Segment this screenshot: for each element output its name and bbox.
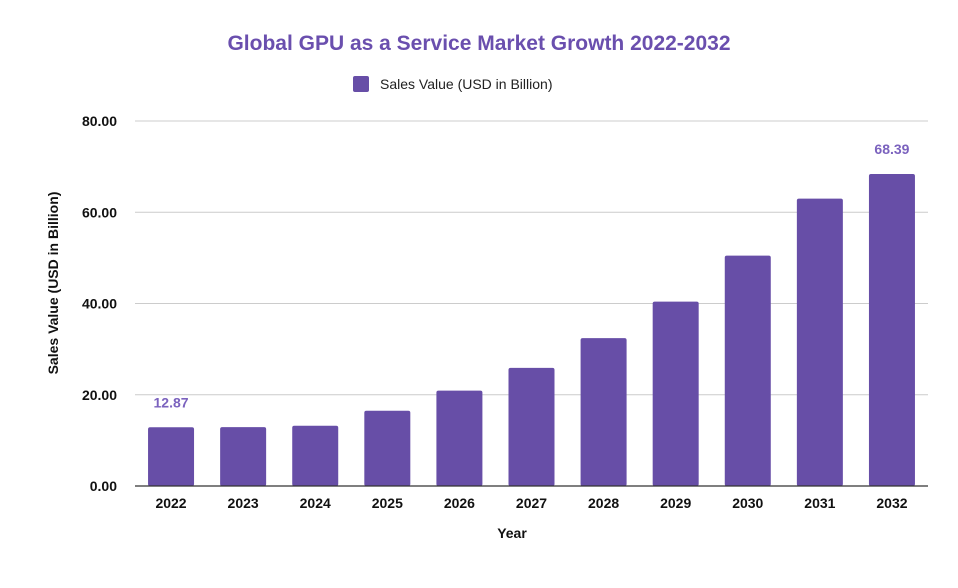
data-label-2032: 68.39 — [874, 141, 909, 157]
data-labels: 12.87 68.39 — [154, 141, 910, 410]
bar-2023 — [220, 427, 267, 486]
legend: Sales Value (USD in Billion) — [353, 76, 552, 92]
x-tick-label: 2032 — [876, 495, 907, 511]
x-axis-ticks: 2022 2023 2024 2025 2026 2027 2028 2029 2030 2031… — [155, 495, 907, 511]
x-tick-label: 2023 — [228, 495, 259, 511]
bar-2032 — [868, 173, 915, 486]
y-axis-ticks: 0.00 20.00 40.00 60.00 80.00 — [82, 113, 117, 494]
x-tick-label: 2022 — [155, 495, 186, 511]
x-axis-title: Year — [497, 525, 527, 541]
x-tick-label: 2029 — [660, 495, 691, 511]
legend-swatch — [353, 76, 369, 92]
chart-title: Global GPU as a Service Market Growth 20… — [227, 32, 730, 55]
bar-2024 — [292, 425, 339, 486]
bar-2026 — [436, 390, 483, 486]
x-tick-label: 2025 — [372, 495, 403, 511]
y-tick-label: 40.00 — [82, 296, 117, 312]
y-tick-label: 60.00 — [82, 204, 117, 220]
bar-2030 — [724, 255, 771, 486]
x-tick-label: 2027 — [516, 495, 547, 511]
bar-2031 — [796, 198, 843, 486]
y-tick-label: 80.00 — [82, 113, 117, 129]
x-tick-label: 2030 — [732, 495, 763, 511]
bar-2025 — [364, 410, 411, 486]
y-axis-title: Sales Value (USD in Billion) — [45, 192, 61, 375]
bar-2027 — [508, 367, 555, 486]
data-label-2022: 12.87 — [154, 394, 189, 410]
x-tick-label: 2024 — [300, 495, 331, 511]
bar-2029 — [652, 301, 699, 486]
bar-2022 — [148, 427, 195, 486]
y-tick-label: 20.00 — [82, 387, 117, 403]
x-tick-label: 2028 — [588, 495, 619, 511]
x-tick-label: 2026 — [444, 495, 475, 511]
bars — [148, 173, 915, 486]
y-tick-label: 0.00 — [90, 478, 117, 494]
legend-label: Sales Value (USD in Billion) — [380, 76, 552, 92]
bar-2028 — [580, 338, 627, 486]
x-tick-label: 2031 — [804, 495, 835, 511]
